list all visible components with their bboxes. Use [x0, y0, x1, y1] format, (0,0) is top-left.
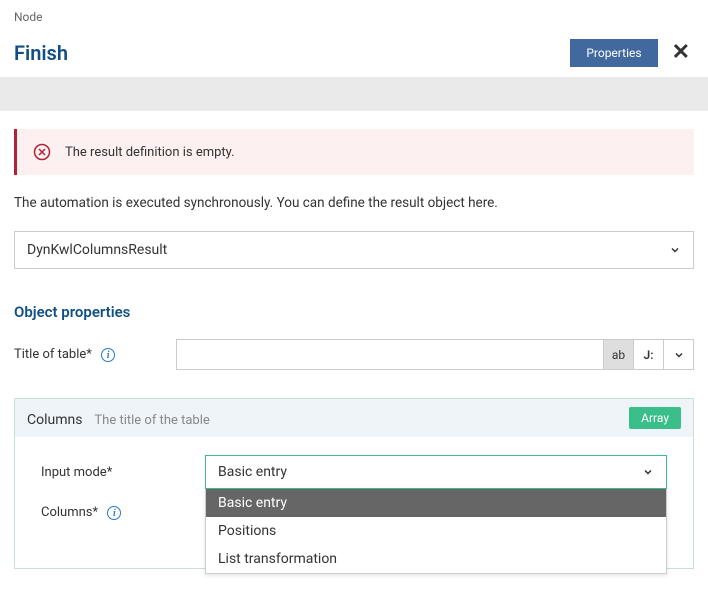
chevron-down-icon: [642, 466, 654, 478]
toolbar-spacer: [0, 77, 708, 111]
breadcrumb: Node: [14, 10, 694, 24]
dropdown-option[interactable]: List transformation: [206, 545, 666, 573]
columns-label: Columns* i: [41, 505, 205, 520]
chevron-down-icon: [673, 349, 685, 361]
description: The automation is executed synchronously…: [14, 195, 694, 211]
error-alert: The result definition is empty.: [14, 129, 694, 175]
dropdown-option[interactable]: Basic entry: [206, 489, 666, 517]
properties-button[interactable]: Properties: [570, 39, 657, 67]
result-type-select[interactable]: DynKwlColumnsResult: [14, 231, 694, 269]
array-badge: Array: [629, 407, 681, 429]
panel-title: Columns: [27, 412, 82, 428]
dropdown-option[interactable]: Positions: [206, 517, 666, 545]
info-icon[interactable]: i: [101, 348, 115, 362]
input-mode-value: Basic entry: [218, 464, 287, 480]
panel-header: Columns The title of the table Array: [15, 399, 693, 437]
columns-panel: Columns The title of the table Array Inp…: [14, 398, 694, 569]
section-title: Object properties: [14, 303, 694, 321]
mode-jx-button[interactable]: J:: [633, 340, 663, 369]
page-title: Finish: [14, 41, 68, 65]
input-mode-dropdown: Basic entry Positions List transformatio…: [205, 489, 667, 574]
title-of-table-input[interactable]: [177, 340, 603, 369]
close-icon[interactable]: ✕: [668, 38, 694, 67]
panel-subtitle: The title of the table: [94, 413, 209, 428]
info-icon[interactable]: i: [107, 506, 121, 520]
error-icon: [33, 143, 51, 161]
input-mode-select[interactable]: Basic entry: [205, 455, 667, 489]
chevron-down-icon: [669, 244, 681, 256]
title-of-table-label: Title of table* i: [14, 347, 176, 362]
result-type-value: DynKwlColumnsResult: [27, 242, 167, 258]
mode-ab-button[interactable]: ab: [603, 340, 633, 369]
alert-text: The result definition is empty.: [65, 145, 235, 160]
mode-expand-button[interactable]: [663, 340, 693, 369]
input-mode-label: Input mode*: [41, 465, 205, 480]
